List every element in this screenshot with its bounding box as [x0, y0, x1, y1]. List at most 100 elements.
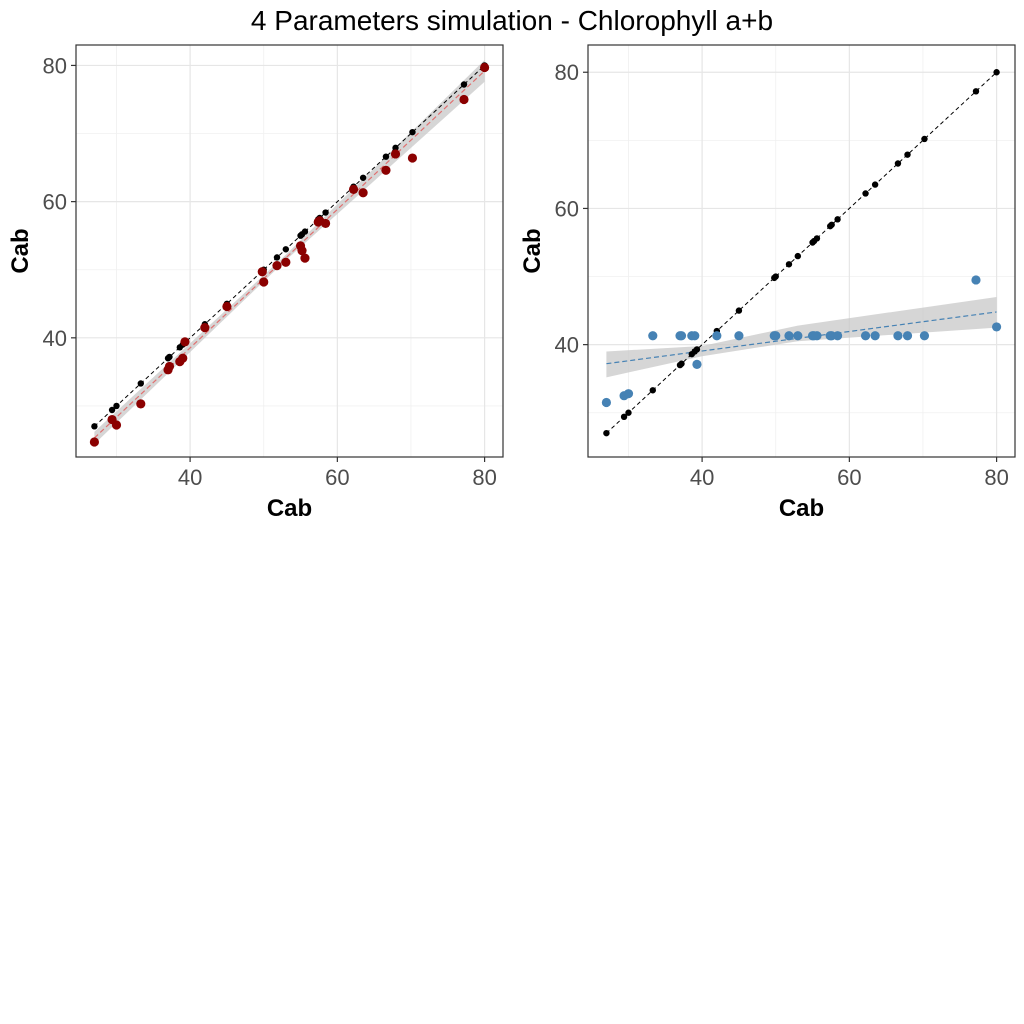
- reference-point: [113, 402, 120, 410]
- estimate-point: [89, 437, 100, 447]
- estimate-point: [771, 331, 781, 341]
- reference-point: [392, 144, 399, 152]
- estimate-point: [259, 277, 269, 287]
- gridlines: [76, 45, 503, 457]
- estimate-point: [860, 331, 871, 341]
- reference-point: [359, 174, 367, 181]
- reference-point: [678, 360, 685, 367]
- x-tick-label: 80: [984, 465, 1008, 490]
- x-tick-label: 80: [472, 465, 496, 490]
- estimate-point: [690, 331, 700, 341]
- reference-point: [273, 254, 281, 261]
- reference-point: [921, 135, 928, 143]
- estimate-point: [479, 62, 490, 73]
- estimate-point: [692, 359, 702, 369]
- reference-point: [904, 151, 911, 158]
- estimate-point: [164, 361, 175, 372]
- y-tick-label: 80: [555, 60, 579, 85]
- estimate-point: [358, 188, 368, 198]
- reference-point: [166, 353, 173, 361]
- estimate-point: [459, 94, 469, 105]
- reference-point: [649, 387, 656, 394]
- x-tick-label: 60: [325, 465, 349, 490]
- estimate-point: [348, 184, 359, 194]
- reference-point: [813, 235, 821, 242]
- reference-point: [108, 406, 116, 414]
- y-tick-label: 60: [43, 190, 67, 215]
- reference-point: [972, 88, 980, 95]
- estimate-point: [111, 420, 122, 430]
- estimate-point: [793, 331, 803, 341]
- estimate-point: [281, 257, 291, 267]
- reference-point: [322, 209, 329, 216]
- estimate-point: [320, 218, 331, 229]
- estimate-point: [297, 246, 307, 256]
- reference-point: [603, 429, 610, 437]
- fit-line: [93, 70, 486, 439]
- estimate-point: [407, 153, 418, 163]
- reference-point: [834, 216, 841, 223]
- reference-point: [282, 246, 290, 253]
- x-tick-label: 40: [178, 465, 202, 490]
- reference-point: [735, 307, 743, 314]
- reference-point: [871, 181, 879, 188]
- estimate-point: [381, 165, 391, 175]
- estimate-point: [136, 399, 146, 409]
- left-panel: 40 60 80 40 60 80 Cab Cab: [7, 44, 504, 522]
- x-axis-label: Cab: [779, 495, 824, 522]
- reference-point: [772, 273, 779, 280]
- reference-point: [785, 261, 793, 268]
- gridlines: [588, 45, 1015, 457]
- estimate-point: [991, 322, 1002, 332]
- reference-point: [993, 69, 1000, 76]
- chart-title: 4 Parameters simulation - Chlorophyll a+…: [251, 5, 773, 36]
- estimate-point: [812, 331, 822, 341]
- y-tick-label: 40: [43, 326, 67, 351]
- estimate-point: [178, 353, 188, 363]
- estimate-point: [893, 331, 903, 341]
- reference-point: [91, 423, 98, 430]
- estimate-point: [902, 331, 913, 341]
- reference-point: [693, 346, 701, 353]
- estimate-point: [712, 331, 722, 341]
- estimate-point: [390, 149, 401, 159]
- reference-line: [94, 65, 485, 427]
- x-axis-label: Cab: [267, 495, 312, 522]
- estimate-point: [180, 337, 190, 347]
- estimate-point: [257, 267, 267, 277]
- reference-point: [862, 190, 869, 197]
- estimate-point: [648, 331, 658, 341]
- estimate-point: [832, 331, 843, 341]
- y-tick-label: 80: [43, 53, 67, 78]
- y-tick-label: 40: [555, 333, 579, 358]
- estimate-point: [300, 253, 310, 263]
- estimate-point: [272, 261, 282, 271]
- estimate-point: [734, 331, 744, 341]
- reference-point: [828, 221, 835, 228]
- x-tick-label: 60: [837, 465, 861, 490]
- estimate-point: [623, 389, 634, 399]
- reference-point: [301, 228, 309, 235]
- reference-point: [894, 160, 902, 167]
- reference-point: [382, 153, 390, 160]
- reference-point: [794, 252, 802, 260]
- estimate-point: [870, 331, 880, 341]
- estimate-point: [601, 397, 612, 408]
- panel-border: [75, 44, 504, 458]
- reference-point: [460, 81, 468, 88]
- panel-border: [587, 44, 1016, 458]
- estimate-point: [919, 331, 930, 341]
- estimate-point: [200, 323, 210, 333]
- estimate-point: [971, 275, 981, 285]
- estimate-point: [784, 331, 794, 341]
- x-tick-label: 40: [690, 465, 714, 490]
- reference-line: [606, 71, 997, 434]
- y-tick-label: 60: [555, 196, 579, 221]
- estimate-point: [676, 331, 687, 341]
- estimate-point: [222, 301, 232, 312]
- right-panel: 40 60 80 40 60 80 Cab Cab: [519, 44, 1016, 522]
- reference-point: [620, 413, 628, 421]
- y-axis-label: Cab: [519, 228, 546, 273]
- reference-point: [625, 409, 632, 416]
